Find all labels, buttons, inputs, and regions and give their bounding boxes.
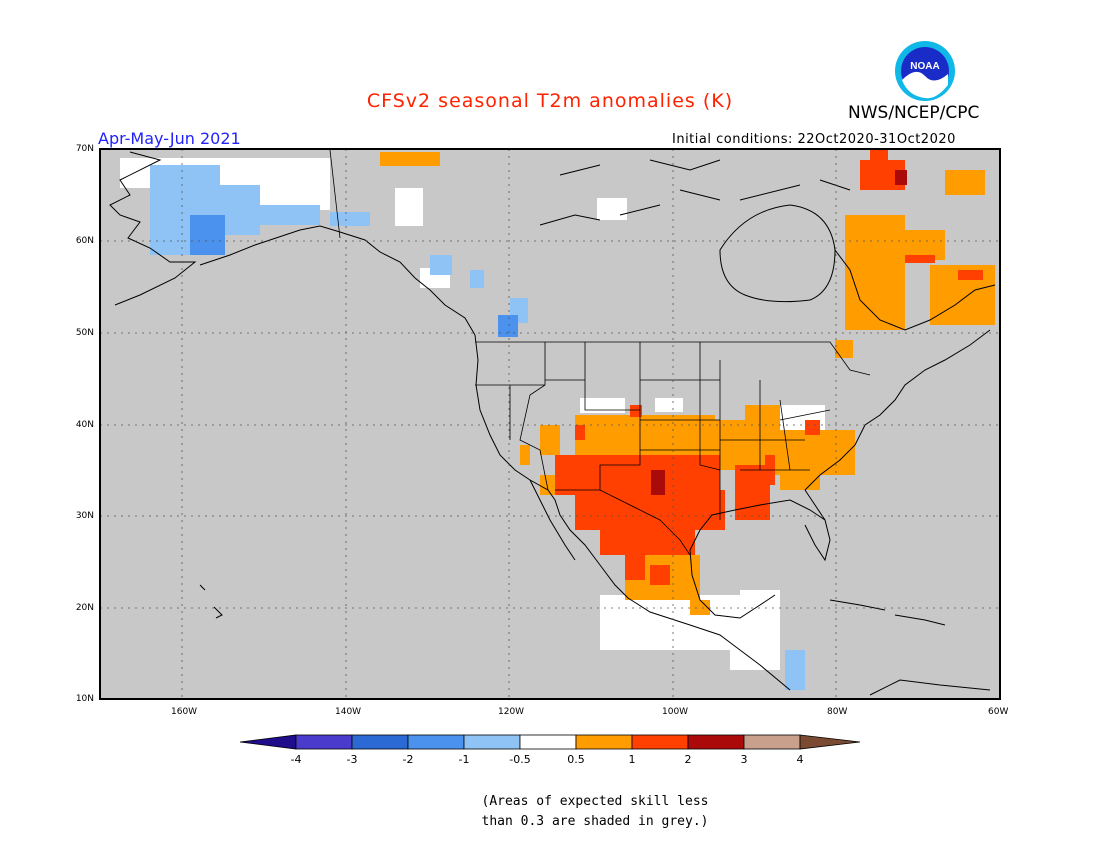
lat-label-60n: 60N	[75, 236, 94, 246]
lat-label-30n: 30N	[75, 511, 94, 521]
chart-title: CFSv2 seasonal T2m anomalies (K)	[366, 90, 734, 112]
colorbar-label: -0.5	[509, 753, 531, 766]
lon-label-140w: 140W	[335, 707, 362, 717]
colorbar-label: 3	[740, 753, 748, 766]
colorbar-label: 0.5	[567, 753, 585, 766]
colorbar	[239, 734, 861, 750]
colorbar-label: -1	[458, 753, 470, 766]
colorbar-label: -2	[402, 753, 414, 766]
season-label: Apr-May-Jun 2021	[98, 129, 241, 148]
skill-note-line2: than 0.3 are shaded in grey.)	[481, 814, 709, 829]
lat-label-10n: 10N	[75, 694, 94, 704]
lat-label-20n: 20N	[75, 603, 94, 613]
coastlines	[109, 151, 996, 696]
lon-label-60w: 60W	[988, 707, 1009, 717]
colorbar-label: 2	[684, 753, 692, 766]
lon-label-120w: 120W	[498, 707, 525, 717]
lon-label-80w: 80W	[827, 707, 848, 717]
colorbar-label: 1	[628, 753, 636, 766]
initial-conditions-label: Initial conditions: 22Oct2020-31Oct2020	[672, 132, 956, 147]
skill-note-line1: (Areas of expected skill less	[481, 794, 709, 809]
graticule	[100, 149, 1000, 699]
lat-label-70n: 70N	[75, 144, 94, 154]
lat-label-50n: 50N	[75, 328, 94, 338]
anomaly-shading	[120, 150, 995, 690]
logo-text: NOAA	[910, 61, 939, 72]
lon-label-160w: 160W	[171, 707, 198, 717]
colorbar-label: 4	[796, 753, 804, 766]
lat-label-40n: 40N	[75, 420, 94, 430]
political-borders	[329, 149, 871, 556]
agency-label: NWS/NCEP/CPC	[848, 103, 980, 123]
colorbar-label: -3	[346, 753, 358, 766]
lon-label-100w: 100W	[662, 707, 689, 717]
noaa-logo: NOAA	[895, 41, 955, 101]
colorbar-label: -4	[290, 753, 302, 766]
